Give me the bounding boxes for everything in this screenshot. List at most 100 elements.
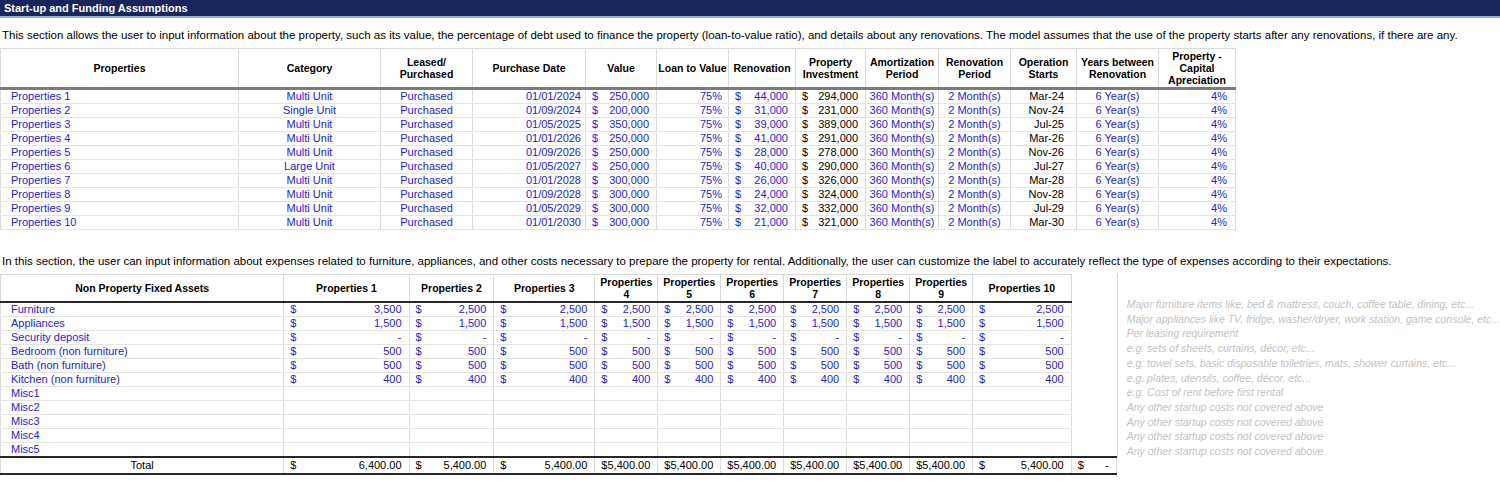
cell-renovation-period[interactable]: 2 Month(s) <box>939 104 1011 118</box>
header-properties-7[interactable]: Properties 7 <box>784 275 847 303</box>
cell-asset-value[interactable] <box>494 401 595 415</box>
cell-property-investment[interactable]: $291,000 <box>796 132 866 146</box>
cell-asset-value[interactable] <box>910 401 973 415</box>
cell-asset-value[interactable]: $1,500 <box>284 317 409 331</box>
cell-asset-value[interactable]: $1,500 <box>595 317 658 331</box>
cell-amortization-period[interactable]: 360 Month(s) <box>866 160 939 174</box>
cell-asset-value[interactable] <box>910 415 973 429</box>
cell-property-name[interactable]: Properties 6 <box>1 160 239 174</box>
header-properties-5[interactable]: Properties 5 <box>658 275 721 303</box>
cell-value[interactable]: $350,000 <box>586 118 657 132</box>
cell-asset-value[interactable] <box>409 429 494 443</box>
cell-amortization-period[interactable]: 360 Month(s) <box>866 118 939 132</box>
cell-asset-value[interactable]: $500 <box>284 345 409 359</box>
cell-operation-starts[interactable]: Mar-24 <box>1011 89 1077 104</box>
cell-asset-value[interactable]: $500 <box>494 359 595 373</box>
cell-asset-value[interactable] <box>973 429 1072 443</box>
cell-total-value[interactable]: $5,400.00 <box>973 457 1072 474</box>
cell-leased-purchased[interactable]: Purchased <box>381 132 473 146</box>
cell-operation-starts[interactable]: Jul-25 <box>1011 118 1077 132</box>
cell-total-value[interactable]: $5,400.00 <box>847 457 910 474</box>
cell-asset-value[interactable]: $400 <box>409 373 494 387</box>
cell-blank[interactable] <box>1071 317 1116 331</box>
cell-asset-label[interactable]: Appliances <box>1 317 284 331</box>
cell-value[interactable]: $250,000 <box>586 89 657 104</box>
cell-years-between-renovation[interactable]: 6 Year(s) <box>1077 104 1159 118</box>
cell-renovation-period[interactable]: 2 Month(s) <box>939 174 1011 188</box>
cell-asset-value[interactable]: $- <box>721 331 784 345</box>
cell-asset-value[interactable]: $- <box>409 331 494 345</box>
cell-loan-to-value[interactable]: 75% <box>657 118 729 132</box>
cell-asset-value[interactable]: $500 <box>847 359 910 373</box>
cell-asset-value[interactable]: $400 <box>284 373 409 387</box>
cell-asset-value[interactable] <box>721 429 784 443</box>
cell-amortization-period[interactable]: 360 Month(s) <box>866 104 939 118</box>
cell-years-between-renovation[interactable]: 6 Year(s) <box>1077 216 1159 230</box>
cell-operation-starts[interactable]: Nov-24 <box>1011 104 1077 118</box>
cell-asset-value[interactable]: $2,500 <box>409 302 494 317</box>
cell-asset-value[interactable]: $2,500 <box>595 302 658 317</box>
cell-property-investment[interactable]: $231,000 <box>796 104 866 118</box>
cell-asset-value[interactable]: $1,500 <box>721 317 784 331</box>
cell-blank[interactable] <box>1071 415 1116 429</box>
cell-asset-value[interactable] <box>595 401 658 415</box>
cell-category[interactable]: Multi Unit <box>239 146 381 160</box>
cell-asset-value[interactable]: $2,500 <box>847 302 910 317</box>
cell-asset-value[interactable]: $- <box>284 331 409 345</box>
cell-renovation[interactable]: $44,000 <box>729 89 796 104</box>
cell-renovation[interactable]: $31,000 <box>729 104 796 118</box>
cell-purchase-date[interactable]: 01/05/2027 <box>473 160 586 174</box>
cell-total-value[interactable]: $5,400.00 <box>721 457 784 474</box>
cell-loan-to-value[interactable]: 75% <box>657 146 729 160</box>
header-properties-2[interactable]: Properties 2 <box>409 275 494 303</box>
cell-renovation-period[interactable]: 2 Month(s) <box>939 118 1011 132</box>
cell-capital-appreciation[interactable]: 4% <box>1159 146 1236 160</box>
cell-property-investment[interactable]: $278,000 <box>796 146 866 160</box>
cell-total-extra[interactable]: $- <box>1071 457 1116 474</box>
cell-property-investment[interactable]: $294,000 <box>796 89 866 104</box>
cell-asset-value[interactable]: $- <box>658 331 721 345</box>
cell-value[interactable]: $300,000 <box>586 202 657 216</box>
cell-asset-value[interactable]: $2,500 <box>973 302 1072 317</box>
cell-asset-value[interactable]: $3,500 <box>284 302 409 317</box>
cell-asset-label[interactable]: Furniture <box>1 302 284 317</box>
cell-purchase-date[interactable]: 01/05/2029 <box>473 202 586 216</box>
cell-asset-value[interactable] <box>973 443 1072 458</box>
cell-total-label[interactable]: Total <box>1 457 284 474</box>
cell-total-value[interactable]: $5,400.00 <box>910 457 973 474</box>
cell-years-between-renovation[interactable]: 6 Year(s) <box>1077 132 1159 146</box>
cell-loan-to-value[interactable]: 75% <box>657 174 729 188</box>
cell-asset-value[interactable] <box>784 415 847 429</box>
cell-property-investment[interactable]: $389,000 <box>796 118 866 132</box>
cell-category[interactable]: Large Unit <box>239 160 381 174</box>
header-property-name[interactable]: Properties <box>1 49 239 89</box>
cell-total-value[interactable]: $6,400.00 <box>284 457 409 474</box>
cell-asset-value[interactable]: $500 <box>973 359 1072 373</box>
cell-asset-value[interactable]: $500 <box>409 359 494 373</box>
cell-blank[interactable] <box>1071 401 1116 415</box>
cell-blank[interactable] <box>1071 302 1116 317</box>
cell-property-name[interactable]: Properties 10 <box>1 216 239 230</box>
cell-renovation-period[interactable]: 2 Month(s) <box>939 146 1011 160</box>
header-properties-10[interactable]: Properties 10 <box>973 275 1072 303</box>
cell-years-between-renovation[interactable]: 6 Year(s) <box>1077 160 1159 174</box>
cell-leased-purchased[interactable]: Purchased <box>381 188 473 202</box>
header-properties-1[interactable]: Properties 1 <box>284 275 409 303</box>
cell-asset-value[interactable] <box>595 443 658 458</box>
cell-asset-value[interactable] <box>784 401 847 415</box>
cell-leased-purchased[interactable]: Purchased <box>381 160 473 174</box>
cell-property-investment[interactable]: $332,000 <box>796 202 866 216</box>
cell-renovation-period[interactable]: 2 Month(s) <box>939 132 1011 146</box>
cell-asset-value[interactable] <box>973 415 1072 429</box>
cell-asset-value[interactable]: $- <box>595 331 658 345</box>
cell-asset-value[interactable]: $400 <box>595 373 658 387</box>
cell-asset-value[interactable]: $500 <box>784 359 847 373</box>
cell-loan-to-value[interactable]: 75% <box>657 216 729 230</box>
cell-purchase-date[interactable]: 01/01/2028 <box>473 174 586 188</box>
cell-capital-appreciation[interactable]: 4% <box>1159 104 1236 118</box>
cell-asset-value[interactable] <box>494 443 595 458</box>
header-category[interactable]: Category <box>239 49 381 89</box>
cell-asset-value[interactable]: $500 <box>910 359 973 373</box>
cell-asset-value[interactable]: $400 <box>658 373 721 387</box>
cell-property-investment[interactable]: $324,000 <box>796 188 866 202</box>
